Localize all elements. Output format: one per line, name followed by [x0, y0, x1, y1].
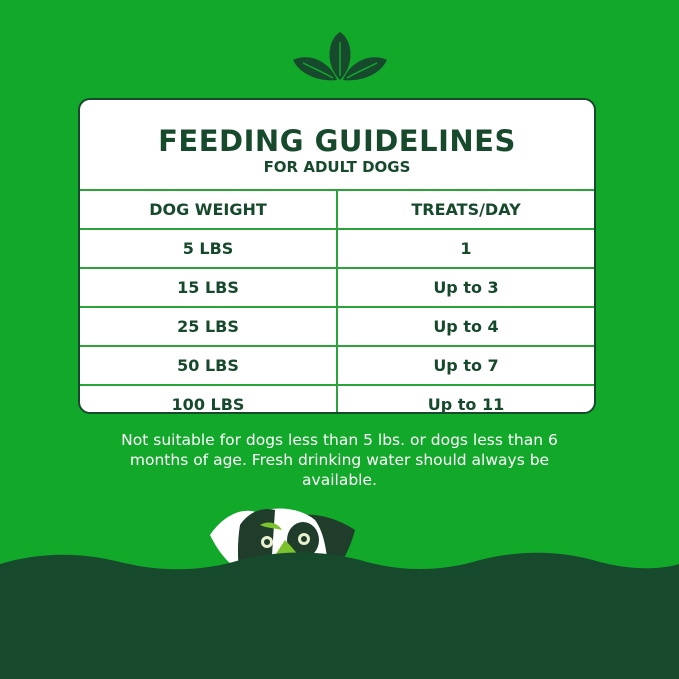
table-row: 100 LBS Up to 11 [80, 384, 594, 412]
wave-background [0, 552, 679, 679]
column-header: DOG WEIGHT [80, 189, 337, 229]
card-title: FEEDING GUIDELINES [158, 124, 516, 158]
disclaimer-text: Not suitable for dogs less than 5 lbs. o… [121, 431, 558, 489]
weight-cell: 100 LBS [80, 384, 337, 412]
treats-cell: Up to 3 [336, 267, 594, 307]
table-row: 50 LBS Up to 7 [80, 345, 594, 385]
table-row: 25 LBS Up to 4 [80, 306, 594, 346]
treats-cell: Up to 4 [336, 306, 594, 346]
weight-cell: 5 LBS [80, 228, 337, 268]
table-header-row: DOG WEIGHT TREATS/DAY [80, 189, 594, 229]
treats-cell: Up to 11 [336, 384, 594, 412]
table-row: 15 LBS Up to 3 [80, 267, 594, 307]
table-row: 5 LBS 1 [80, 228, 594, 268]
card-subtitle: FOR ADULT DOGS [263, 158, 411, 176]
treats-cell: 1 [336, 228, 594, 268]
treats-cell: Up to 7 [336, 345, 594, 385]
weight-cell: 50 LBS [80, 345, 337, 385]
feeding-guidelines-card: FEEDING GUIDELINES FOR ADULT DOGS DOG WE… [78, 98, 596, 414]
leaf-sprout-icon [293, 32, 387, 81]
feeding-table: DOG WEIGHT TREATS/DAY 5 LBS 1 15 LBS Up to… [80, 189, 594, 412]
weight-cell: 25 LBS [80, 306, 337, 346]
column-header: TREATS/DAY [336, 189, 594, 229]
weight-cell: 15 LBS [80, 267, 337, 307]
